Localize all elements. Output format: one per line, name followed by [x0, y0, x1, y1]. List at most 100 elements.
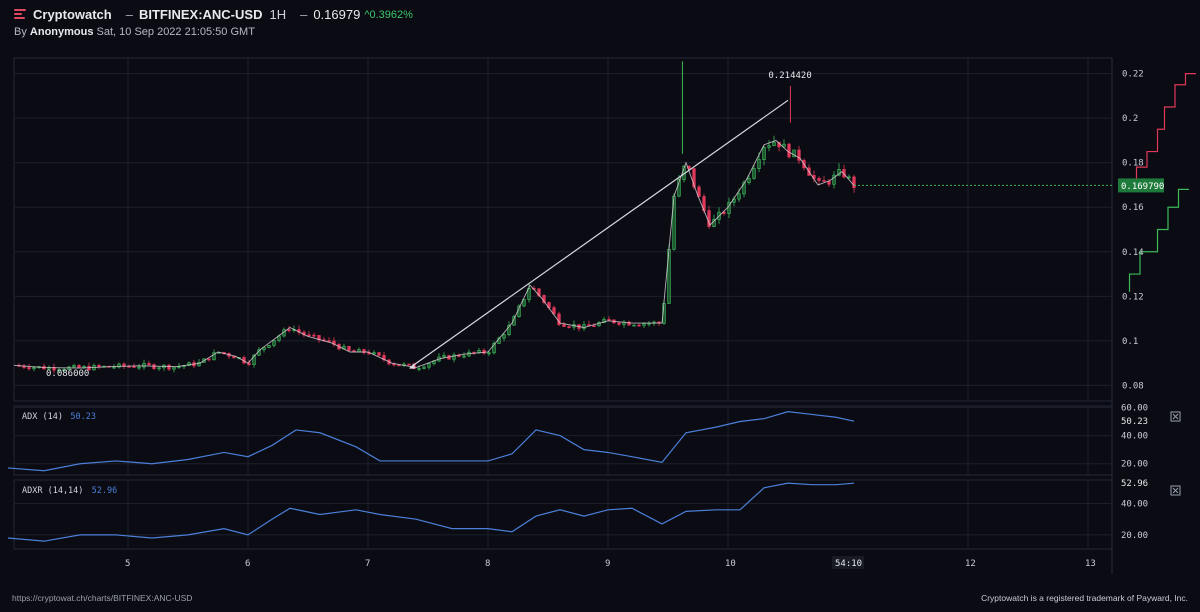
market-pair: BITFINEX:ANC-USD	[138, 7, 263, 22]
candle-body-46	[247, 362, 251, 366]
adxr-close-icon[interactable]	[1170, 485, 1181, 496]
order-book-bids	[1128, 188, 1189, 292]
candle-countdown-badge	[832, 556, 864, 569]
candle-body-95	[492, 343, 496, 354]
price-change: ^0.3962%	[364, 8, 413, 21]
adxr-close-x[interactable]	[1172, 487, 1179, 494]
price-axis-tick: 0.08	[1122, 381, 1144, 391]
candle-body-101	[522, 299, 526, 307]
price-axis-tick: 0.12	[1122, 292, 1144, 302]
adxr-value: 52.96	[92, 486, 118, 496]
footer-url[interactable]: https://cryptowat.ch/charts/BITFINEX:ANC…	[12, 593, 193, 603]
candle-body-2	[27, 367, 31, 370]
high-price-label: 0.214420	[768, 71, 811, 81]
panel-frame-2	[13, 479, 1113, 550]
candle-body-19	[112, 366, 116, 369]
panel-frame-0	[13, 57, 1113, 402]
candle-body-80	[417, 368, 421, 370]
chart-canvas[interactable]: 0.22 0.2 0.18 0.16 0.14 0.12 0.1 0.08 0.214420 0.…	[0, 44, 1200, 590]
candle-body-54	[287, 329, 291, 332]
candle-body-149	[762, 147, 766, 160]
candle-body-145	[742, 182, 746, 195]
candle-body-98	[507, 324, 511, 336]
candle-body-123	[632, 324, 636, 327]
candle-body-49	[262, 347, 266, 351]
candle-body-144	[737, 193, 741, 200]
candle-body-23	[132, 366, 136, 368]
candle-body-124	[637, 324, 641, 327]
panel-frame-1	[13, 405, 1113, 476]
byline: By Anonymous Sat, 10 Sep 2022 21:05:50 G…	[14, 26, 255, 38]
candle-body-109	[562, 324, 566, 327]
cryptowatch-logo-icon[interactable]	[14, 8, 28, 21]
candle-body-72	[377, 352, 381, 356]
candle-body-147	[752, 168, 756, 179]
adxr-close-box[interactable]	[1170, 485, 1181, 496]
x-axis-tick: 8	[485, 559, 490, 569]
x-axis-tick: 13	[1085, 559, 1096, 569]
last-price: 0.16979	[313, 7, 361, 22]
title-separator: –	[125, 7, 133, 22]
adx-axis-tick: 60.00	[1121, 403, 1148, 413]
candle-body-118	[607, 318, 611, 321]
adxr-axis-tick: 20.00	[1121, 531, 1148, 541]
grid-lines	[14, 58, 1112, 549]
price-axis-tick: 0.2	[1122, 114, 1138, 124]
author-name: Anonymous	[29, 26, 94, 38]
candle-body-155	[792, 149, 796, 158]
price-axis-tick: 0.14	[1122, 248, 1144, 258]
adxr-line	[7, 482, 855, 542]
adx-close-box[interactable]	[1170, 411, 1181, 422]
candle-body-62	[327, 340, 331, 342]
candle-body-37	[202, 358, 206, 363]
chart-header: Cryptowatch – BITFINEX:ANC-USD 1H – 0.16…	[0, 0, 1200, 44]
candle-body-3	[32, 366, 36, 370]
candle-body-26	[147, 363, 151, 366]
candle-countdown-label: 54:10	[835, 559, 862, 569]
x-axis-tick: 6	[245, 559, 250, 569]
candle-body-25	[142, 363, 146, 368]
candle-body-132	[677, 179, 681, 197]
candle-body-9	[62, 369, 66, 371]
candle-body-135	[692, 168, 696, 188]
candle-body-47	[252, 354, 256, 366]
adx-value: 50.23	[70, 412, 96, 422]
candle-body-94	[487, 352, 491, 355]
adx-close-x[interactable]	[1172, 413, 1179, 420]
candle-body-50	[267, 344, 271, 348]
candle-body-148	[757, 159, 761, 169]
candle-body-66	[347, 346, 351, 351]
trendline-arrow-icon	[409, 363, 415, 369]
candle-body-153	[782, 143, 786, 148]
candle-body-87	[452, 354, 456, 360]
candle-body-140	[717, 211, 721, 220]
brand-name[interactable]: Cryptowatch	[33, 7, 112, 22]
trendline[interactable]	[409, 99, 789, 369]
candle-body-30	[167, 364, 171, 370]
last-price-badge-label: 0.169790	[1121, 182, 1164, 192]
candle-body-117	[602, 318, 606, 323]
candle-body-81	[422, 366, 426, 369]
candle-body-8	[57, 369, 61, 372]
candle-body-113	[582, 324, 586, 329]
x-axis-tick: 9	[605, 559, 610, 569]
candle-body-139	[712, 219, 716, 227]
candle-body-89	[462, 355, 466, 358]
candle-body-161	[822, 180, 826, 182]
candle-body-11	[72, 365, 76, 368]
candle-body-78	[407, 363, 411, 366]
title-separator-2: –	[300, 7, 308, 22]
candle-body-156	[797, 149, 801, 161]
candle-body-110	[567, 326, 571, 328]
title-row: Cryptowatch – BITFINEX:ANC-USD 1H – 0.16…	[14, 7, 413, 22]
adx-axis-tick: 20.00	[1121, 460, 1148, 470]
candle-body-12	[77, 365, 81, 369]
low-price-label: 0.086000	[46, 369, 89, 379]
candle-body-125	[642, 323, 646, 326]
timeframe: 1H	[269, 7, 287, 22]
candle-body-27	[152, 364, 156, 370]
candle-body-16	[97, 365, 101, 368]
candle-body-85	[442, 355, 446, 358]
candle-body-39	[212, 352, 216, 361]
adx-close-icon[interactable]	[1170, 411, 1181, 422]
